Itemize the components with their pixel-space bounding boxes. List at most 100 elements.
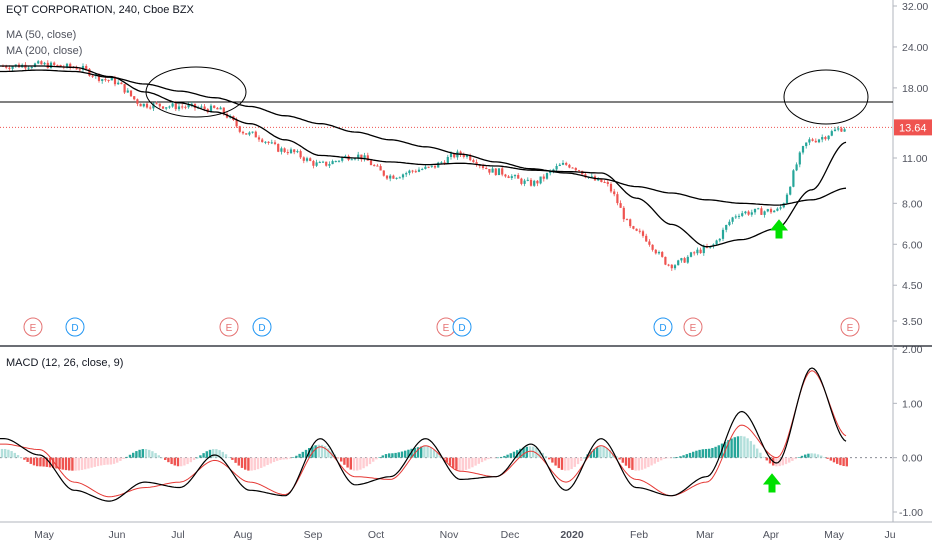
candle-body [238,126,241,132]
histogram-bar [64,457,68,471]
histogram-bar [714,446,717,458]
candle-body [680,258,683,261]
event-circle [452,317,472,337]
candle-body [542,176,545,179]
histogram-bar [647,457,650,468]
histogram-bar [212,449,215,458]
histogram-bar [743,436,746,458]
candle-body [517,175,520,179]
histogram-bar [378,457,381,458]
macd-tick-label: 1.00 [902,398,923,410]
histogram-bar [826,457,829,459]
candles-group [1,59,846,271]
price-tick-label: 8.00 [902,198,923,210]
histogram-bar [189,457,192,463]
candle-body [629,219,632,227]
candle-body [760,208,763,215]
histogram-bar [557,457,560,469]
histogram-bar [119,457,122,461]
candle-body [254,131,257,138]
candle-body [459,151,462,155]
candle-body [600,178,603,183]
histogram-bar [336,457,340,459]
candle-body [613,191,616,195]
candle-body [350,159,353,161]
candle-body [465,154,469,157]
candle-body [597,178,600,181]
candle-body [408,170,411,174]
histogram-bar [368,457,372,465]
candle-body [88,68,91,76]
candle-body [155,103,158,105]
histogram-bar [567,457,570,471]
candle-body [85,65,88,69]
event-circle [219,317,239,337]
histogram-bar [16,455,20,458]
candle-body [453,153,456,158]
histogram-bar [192,457,196,461]
histogram-bar [288,457,292,459]
time-tick-label: Jun [109,529,126,541]
histogram-bar [554,457,557,466]
price-tick-label: 6.00 [902,239,923,251]
histogram-bar [538,450,541,458]
candle-body [741,213,744,216]
candle-body [433,165,437,168]
histogram-bar [42,457,45,467]
candle-body [609,183,613,192]
candle-body [299,151,302,158]
ma50-legend: MA (50, close) [6,29,77,41]
candle-body [795,164,798,171]
histogram-bar [260,457,263,468]
histogram-bar [36,457,39,467]
price-tick-label: 24.00 [902,42,928,54]
candle-body [78,69,81,71]
event-label: D [458,323,465,334]
price-tick-label: 3.50 [902,316,923,328]
histogram-bar [746,438,749,458]
candle-body [184,106,187,108]
candle-body [366,155,369,161]
histogram-bar [247,457,250,471]
histogram-bar [84,457,87,470]
candle-body [565,162,568,165]
candle-body [401,174,405,178]
histogram-bar [656,457,660,462]
event-label: E [690,323,697,334]
candle-body [91,75,94,77]
dividend-event-marker: D [252,317,272,337]
macd-line [0,367,847,502]
candle-body [744,211,747,214]
candle-body [513,175,517,177]
candle-body [718,238,721,241]
histogram-bar [292,457,295,458]
histogram-bar [685,454,688,458]
histogram-bar [666,457,669,459]
histogram-bar [234,457,237,463]
histogram-bar [109,457,112,465]
histogram-bar [116,457,119,463]
candle-body [837,128,840,130]
candle-body [725,225,728,230]
histogram-bar [781,457,784,466]
candle-body [283,148,286,153]
candle-body [334,160,337,162]
candle-body [504,174,507,177]
event-label: D [71,323,78,334]
candle-body [494,168,497,176]
time-tick-label: Aug [234,529,253,541]
candle-body [843,129,846,132]
candle-body [603,182,606,184]
histogram-bar [775,457,778,467]
histogram-bar [752,444,756,458]
candle-body [801,146,805,153]
price-tick-label: 18.00 [902,83,928,95]
histogram-bar [464,457,468,470]
candle-body [779,207,782,209]
histogram-bar [356,457,359,471]
histogram-bar [244,457,247,470]
histogram-bar [301,451,304,458]
candle-body [139,103,142,107]
macd-tick-label: 2.00 [902,344,923,356]
earnings-event-marker: E [840,317,860,337]
